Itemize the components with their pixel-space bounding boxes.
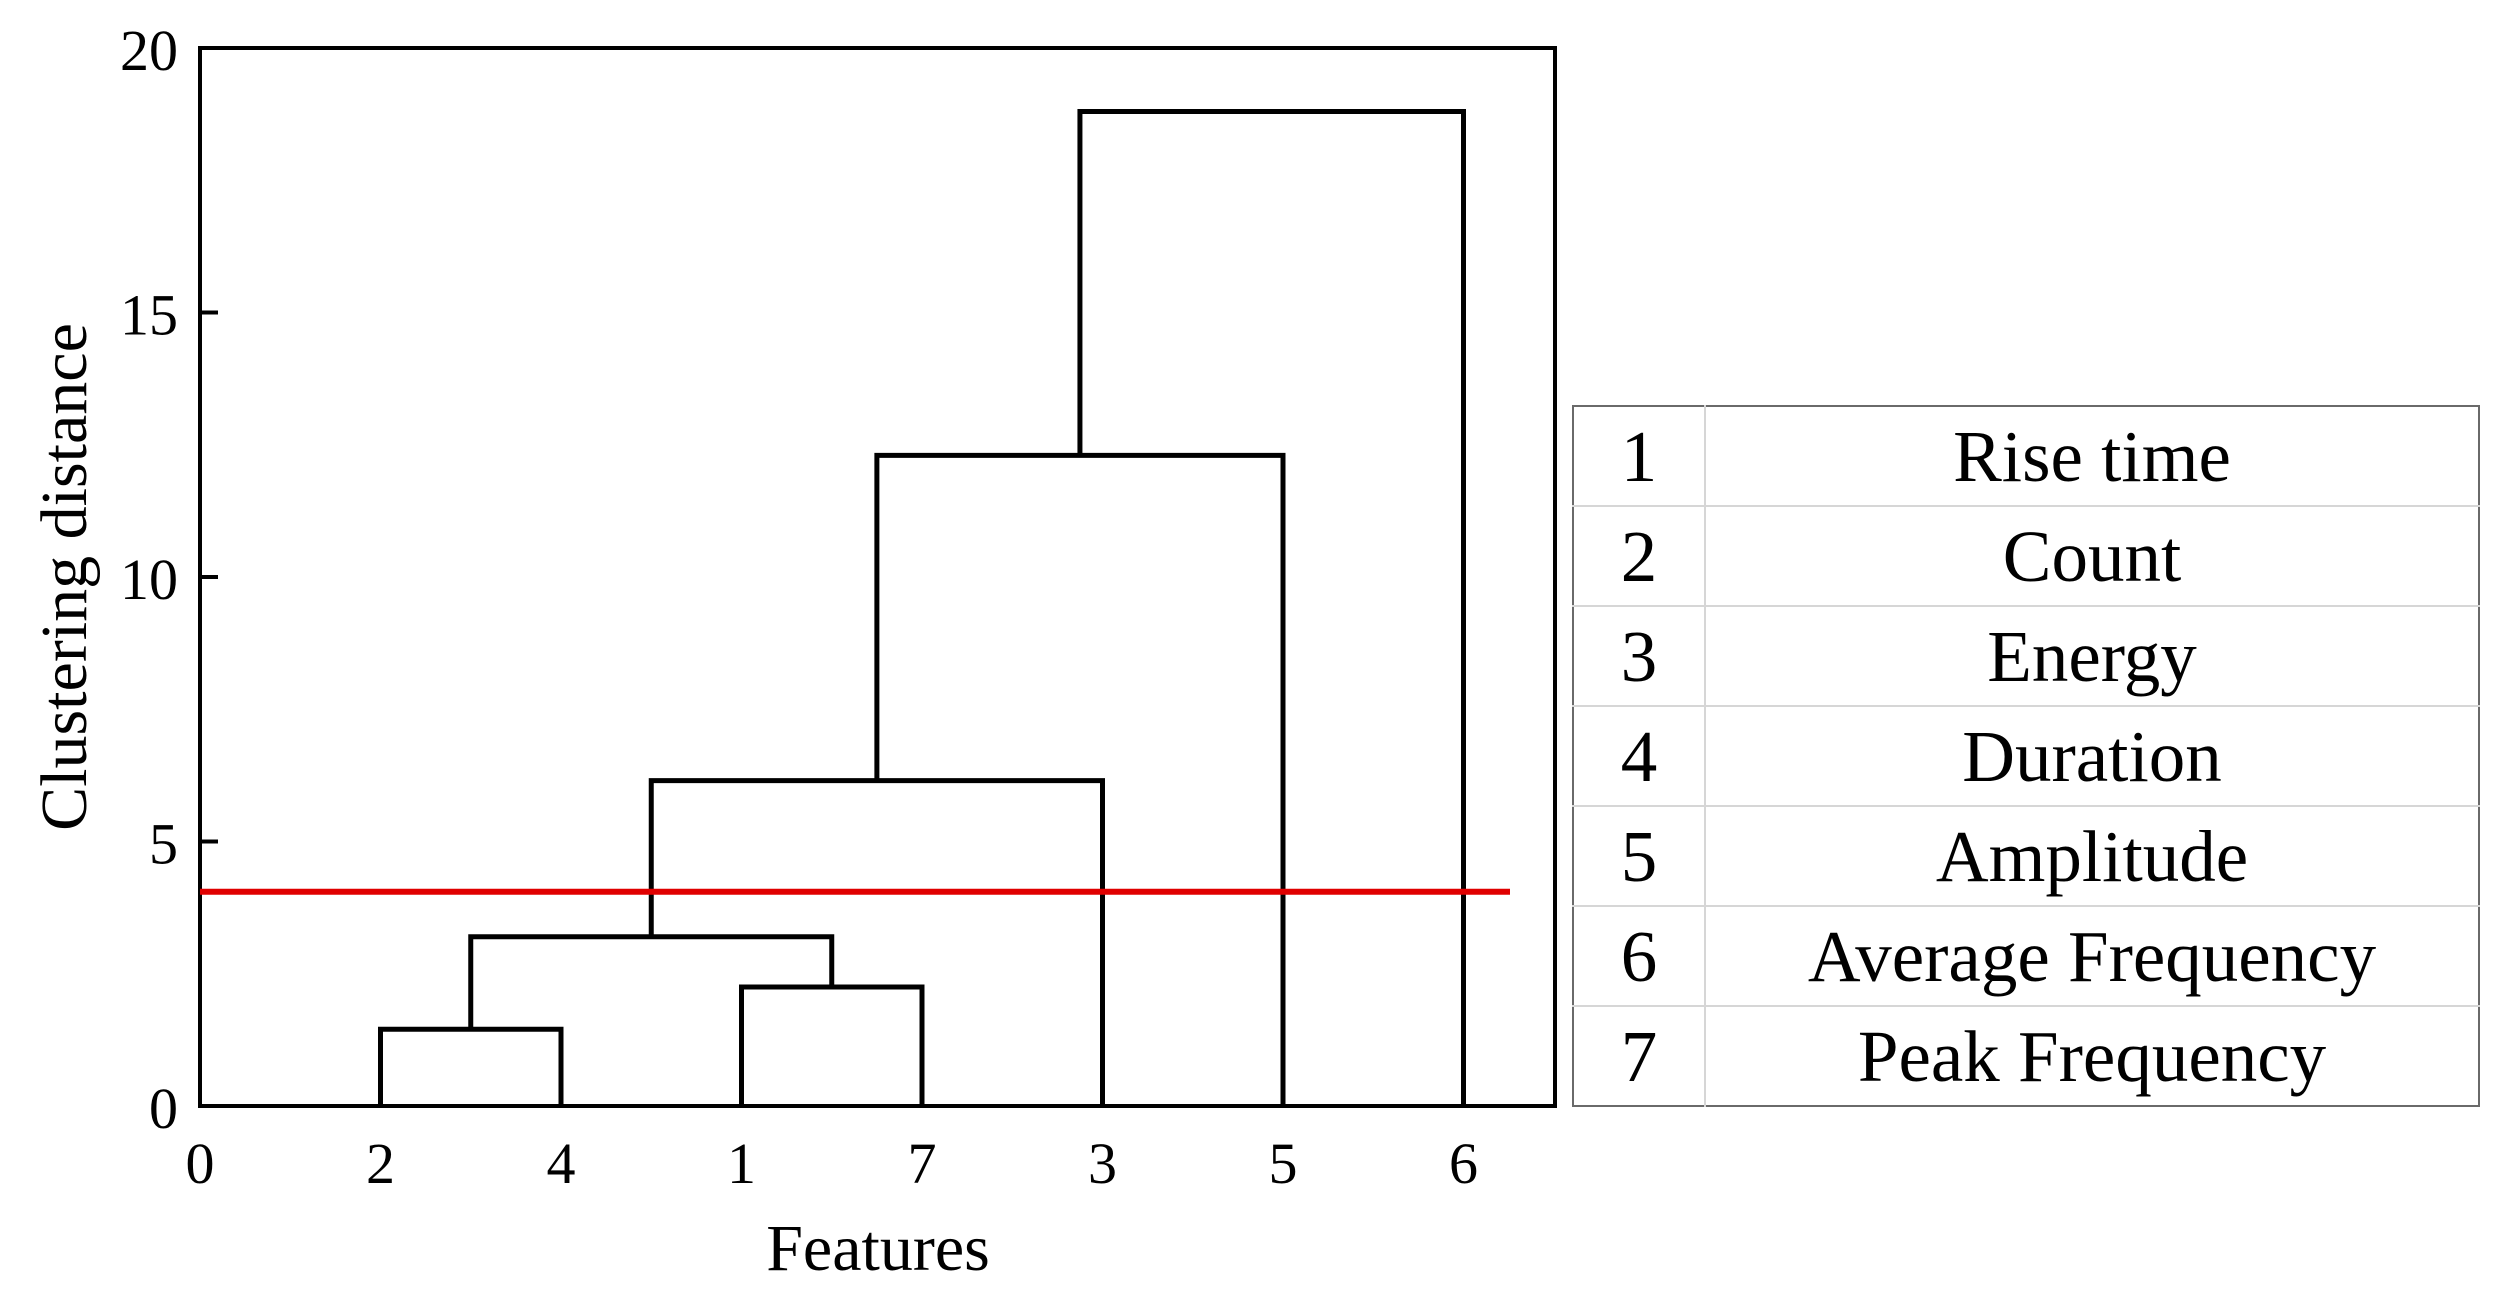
- legend-row: 2 Count: [1573, 506, 2479, 607]
- dendrogram-links: [378, 108, 1466, 1106]
- x-tick-label: 0: [186, 1131, 215, 1196]
- legend-row: 5 Amplitude: [1573, 806, 2479, 907]
- x-axis-ticks: 0 2 4 1 7 3 5 6: [186, 1131, 1479, 1196]
- legend-feature-number: 5: [1573, 806, 1706, 907]
- legend-feature-number: 6: [1573, 906, 1706, 1007]
- y-tick-label: 20: [120, 18, 178, 83]
- y-tick-label: 10: [120, 547, 178, 612]
- legend-feature-number: 4: [1573, 706, 1706, 807]
- legend-feature-name: Energy: [1705, 606, 2479, 707]
- legend-feature-number: 2: [1573, 506, 1706, 607]
- legend-row: 4 Duration: [1573, 706, 2479, 807]
- legend-feature-name: Count: [1705, 506, 2479, 607]
- legend-row: 6 Average Frequency: [1573, 906, 2479, 1007]
- y-tick-label: 15: [120, 283, 178, 348]
- x-tick-label: 4: [547, 1131, 576, 1196]
- feature-legend-table: 1 Rise time 2 Count 3 Energy 4 Duration 5 Amplitu…: [1572, 405, 2480, 1107]
- x-axis-label: Features: [766, 1212, 990, 1285]
- y-axis-label: Clustering distance: [28, 323, 101, 831]
- legend-feature-name: Amplitude: [1705, 806, 2479, 907]
- legend-feature-name: Duration: [1705, 706, 2479, 807]
- legend-feature-number: 1: [1573, 406, 1706, 507]
- dendrogram-link: [378, 1026, 564, 1106]
- x-tick-label: 7: [908, 1131, 937, 1196]
- legend-feature-name: Average Frequency: [1705, 906, 2479, 1007]
- dendrogram-link: [739, 984, 925, 1106]
- y-tick-label: 0: [149, 1076, 178, 1141]
- x-tick-label: 2: [366, 1131, 395, 1196]
- x-tick-label: 1: [727, 1131, 756, 1196]
- x-tick-label: 5: [1269, 1131, 1298, 1196]
- legend-row: 3 Energy: [1573, 606, 2479, 707]
- legend-row: 7 Peak Frequency: [1573, 1006, 2479, 1106]
- x-tick-label: 6: [1449, 1131, 1478, 1196]
- legend-feature-number: 3: [1573, 606, 1706, 707]
- y-tick-label: 5: [149, 812, 178, 877]
- dendrogram-link: [648, 778, 1105, 1106]
- dendrogram-link: [468, 934, 835, 1030]
- y-axis-ticks: 0 5 10 15 20: [120, 18, 218, 1141]
- legend-row: 1 Rise time: [1573, 406, 2479, 507]
- legend-feature-number: 7: [1573, 1006, 1706, 1106]
- legend-feature-name: Rise time: [1705, 406, 2479, 507]
- x-tick-label: 3: [1088, 1131, 1117, 1196]
- dendrogram-link: [1077, 108, 1466, 1106]
- legend-feature-name: Peak Frequency: [1857, 1015, 2327, 1097]
